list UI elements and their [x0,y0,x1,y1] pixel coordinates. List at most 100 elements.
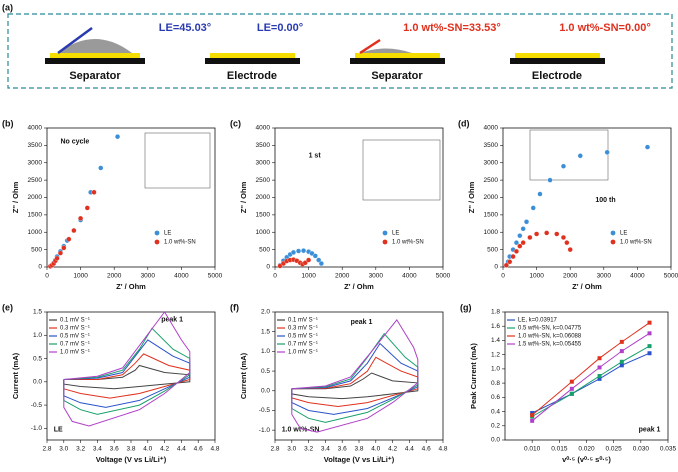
y-tick-label: 1.0 [261,348,270,355]
y-tick-label: 1.6 [491,323,500,330]
data-point [597,376,602,381]
annotation: peak 1 [161,317,183,324]
data-point [530,205,536,211]
data-point [534,231,540,237]
y-tick-label: 4000 [256,125,271,132]
data-point [61,245,67,251]
x-tick-label: 4000 [402,273,417,280]
x-tick-label: 1000 [529,273,544,280]
electrode-drawing [205,53,300,64]
data-point [78,215,84,221]
data-point [54,255,60,261]
contact-angle: 1.0 wt%-SN=33.53° [403,22,501,34]
y-tick-label: -0.5 [31,402,43,409]
x-tick-label: 2000 [563,273,578,280]
legend-label: 0.1 mV S⁻¹ [288,318,318,324]
x-tick-label: 3.8 [126,446,135,453]
y-tick-label: 2500 [256,177,271,184]
x-tick-label: 0 [501,273,505,280]
y-tick-label: 0 [494,264,498,271]
y-tick-label: 0.6 [491,394,500,401]
data-point [91,189,97,195]
y-tick-label: -1.0 [31,425,43,432]
data-point [567,247,573,253]
data-point [569,379,574,384]
caption: Separator [69,70,121,82]
data-point [510,254,516,260]
x-tick-label: 3.6 [110,446,119,453]
x-tick-label: 0 [273,273,277,280]
data-point [597,365,602,370]
legend-label: 1.0 wt%-SN [392,240,424,246]
y-tick-label: 0.0 [491,437,500,444]
legend-label: 1.5 wt%-SN, k=0.05455 [518,342,582,348]
legend-label: 1.0 mV S⁻¹ [288,350,318,356]
x-tick-label: 4.0 [371,446,380,453]
x-tick-label: 0.020 [578,446,595,453]
data-point [619,349,624,354]
panel-label: (c) [230,118,241,128]
legend-swatch [610,239,616,245]
x-tick-label: 5000 [436,273,451,280]
series-line [291,319,419,433]
legend-swatch [154,239,160,245]
data-point [560,163,567,169]
data-point [647,331,652,336]
legend-swatch [382,239,388,245]
inset-frame [529,129,609,181]
y-tick-label: 2500 [484,177,499,184]
legend-label: 0.5 mV S⁻¹ [288,334,318,340]
data-point [564,240,570,246]
data-point [312,253,318,259]
x-tick-label: 0.025 [606,446,623,453]
y-tick-label: 3500 [256,142,271,149]
y-tick-label: 0.5 [33,355,42,362]
data-point [544,230,550,236]
x-tick-label: 3.4 [93,446,102,453]
x-tick-label: 3.4 [321,446,330,453]
legend-label: 1.0 mV S⁻¹ [60,350,90,356]
x-tick-label: 2000 [335,273,350,280]
panel-label: (b) [2,118,14,128]
data-point [547,177,553,183]
x-tick-label: 0.010 [524,446,541,453]
annotation: No cycle [60,139,89,146]
y-tick-label: 3000 [28,159,43,166]
legend-label: 0.5 mV S⁻¹ [60,334,90,340]
data-point [295,248,302,254]
y-axis-label: Z'' / Ohm [11,181,20,213]
x-tick-label: 4.2 [160,446,169,453]
legend-label: 0.3 mV S⁻¹ [288,326,318,332]
legend-swatch [154,230,160,236]
y-tick-label: 500 [259,246,270,253]
y-tick-label: 3500 [28,142,43,149]
y-axis-label: Current (mA) [11,352,20,399]
data-point [554,231,560,237]
x-tick-label: 3.6 [338,446,347,453]
separator-drawing [45,26,145,64]
data-point [569,386,574,391]
data-point [66,236,72,242]
x-tick-label: 4000 [630,273,645,280]
y-tick-label: 1.0 [33,332,42,339]
y-tick-label: -1.0 [259,427,271,434]
y-tick-label: 1500 [484,212,499,219]
data-point [597,374,602,378]
data-point [513,240,519,246]
y-tick-label: 1500 [28,212,43,219]
y-tick-label: 0.0 [261,387,270,394]
x-axis-label: v⁰·⁵ (v⁰·⁵ s⁰·⁵) [562,455,611,464]
legend-label: LE, k=0.03917 [518,318,558,324]
caption: Electrode [227,70,277,82]
data-point [647,351,652,356]
data-point [619,363,624,368]
data-point [577,153,583,159]
y-tick-label: 0.4 [491,408,500,415]
x-tick-label: 3.2 [76,446,85,453]
y-tick-label: 1.5 [261,328,270,335]
panel-label: (a) [2,2,13,12]
data-point [619,339,624,344]
data-point [530,413,535,418]
series-line [531,352,650,414]
annotation: 100 th [595,197,615,204]
